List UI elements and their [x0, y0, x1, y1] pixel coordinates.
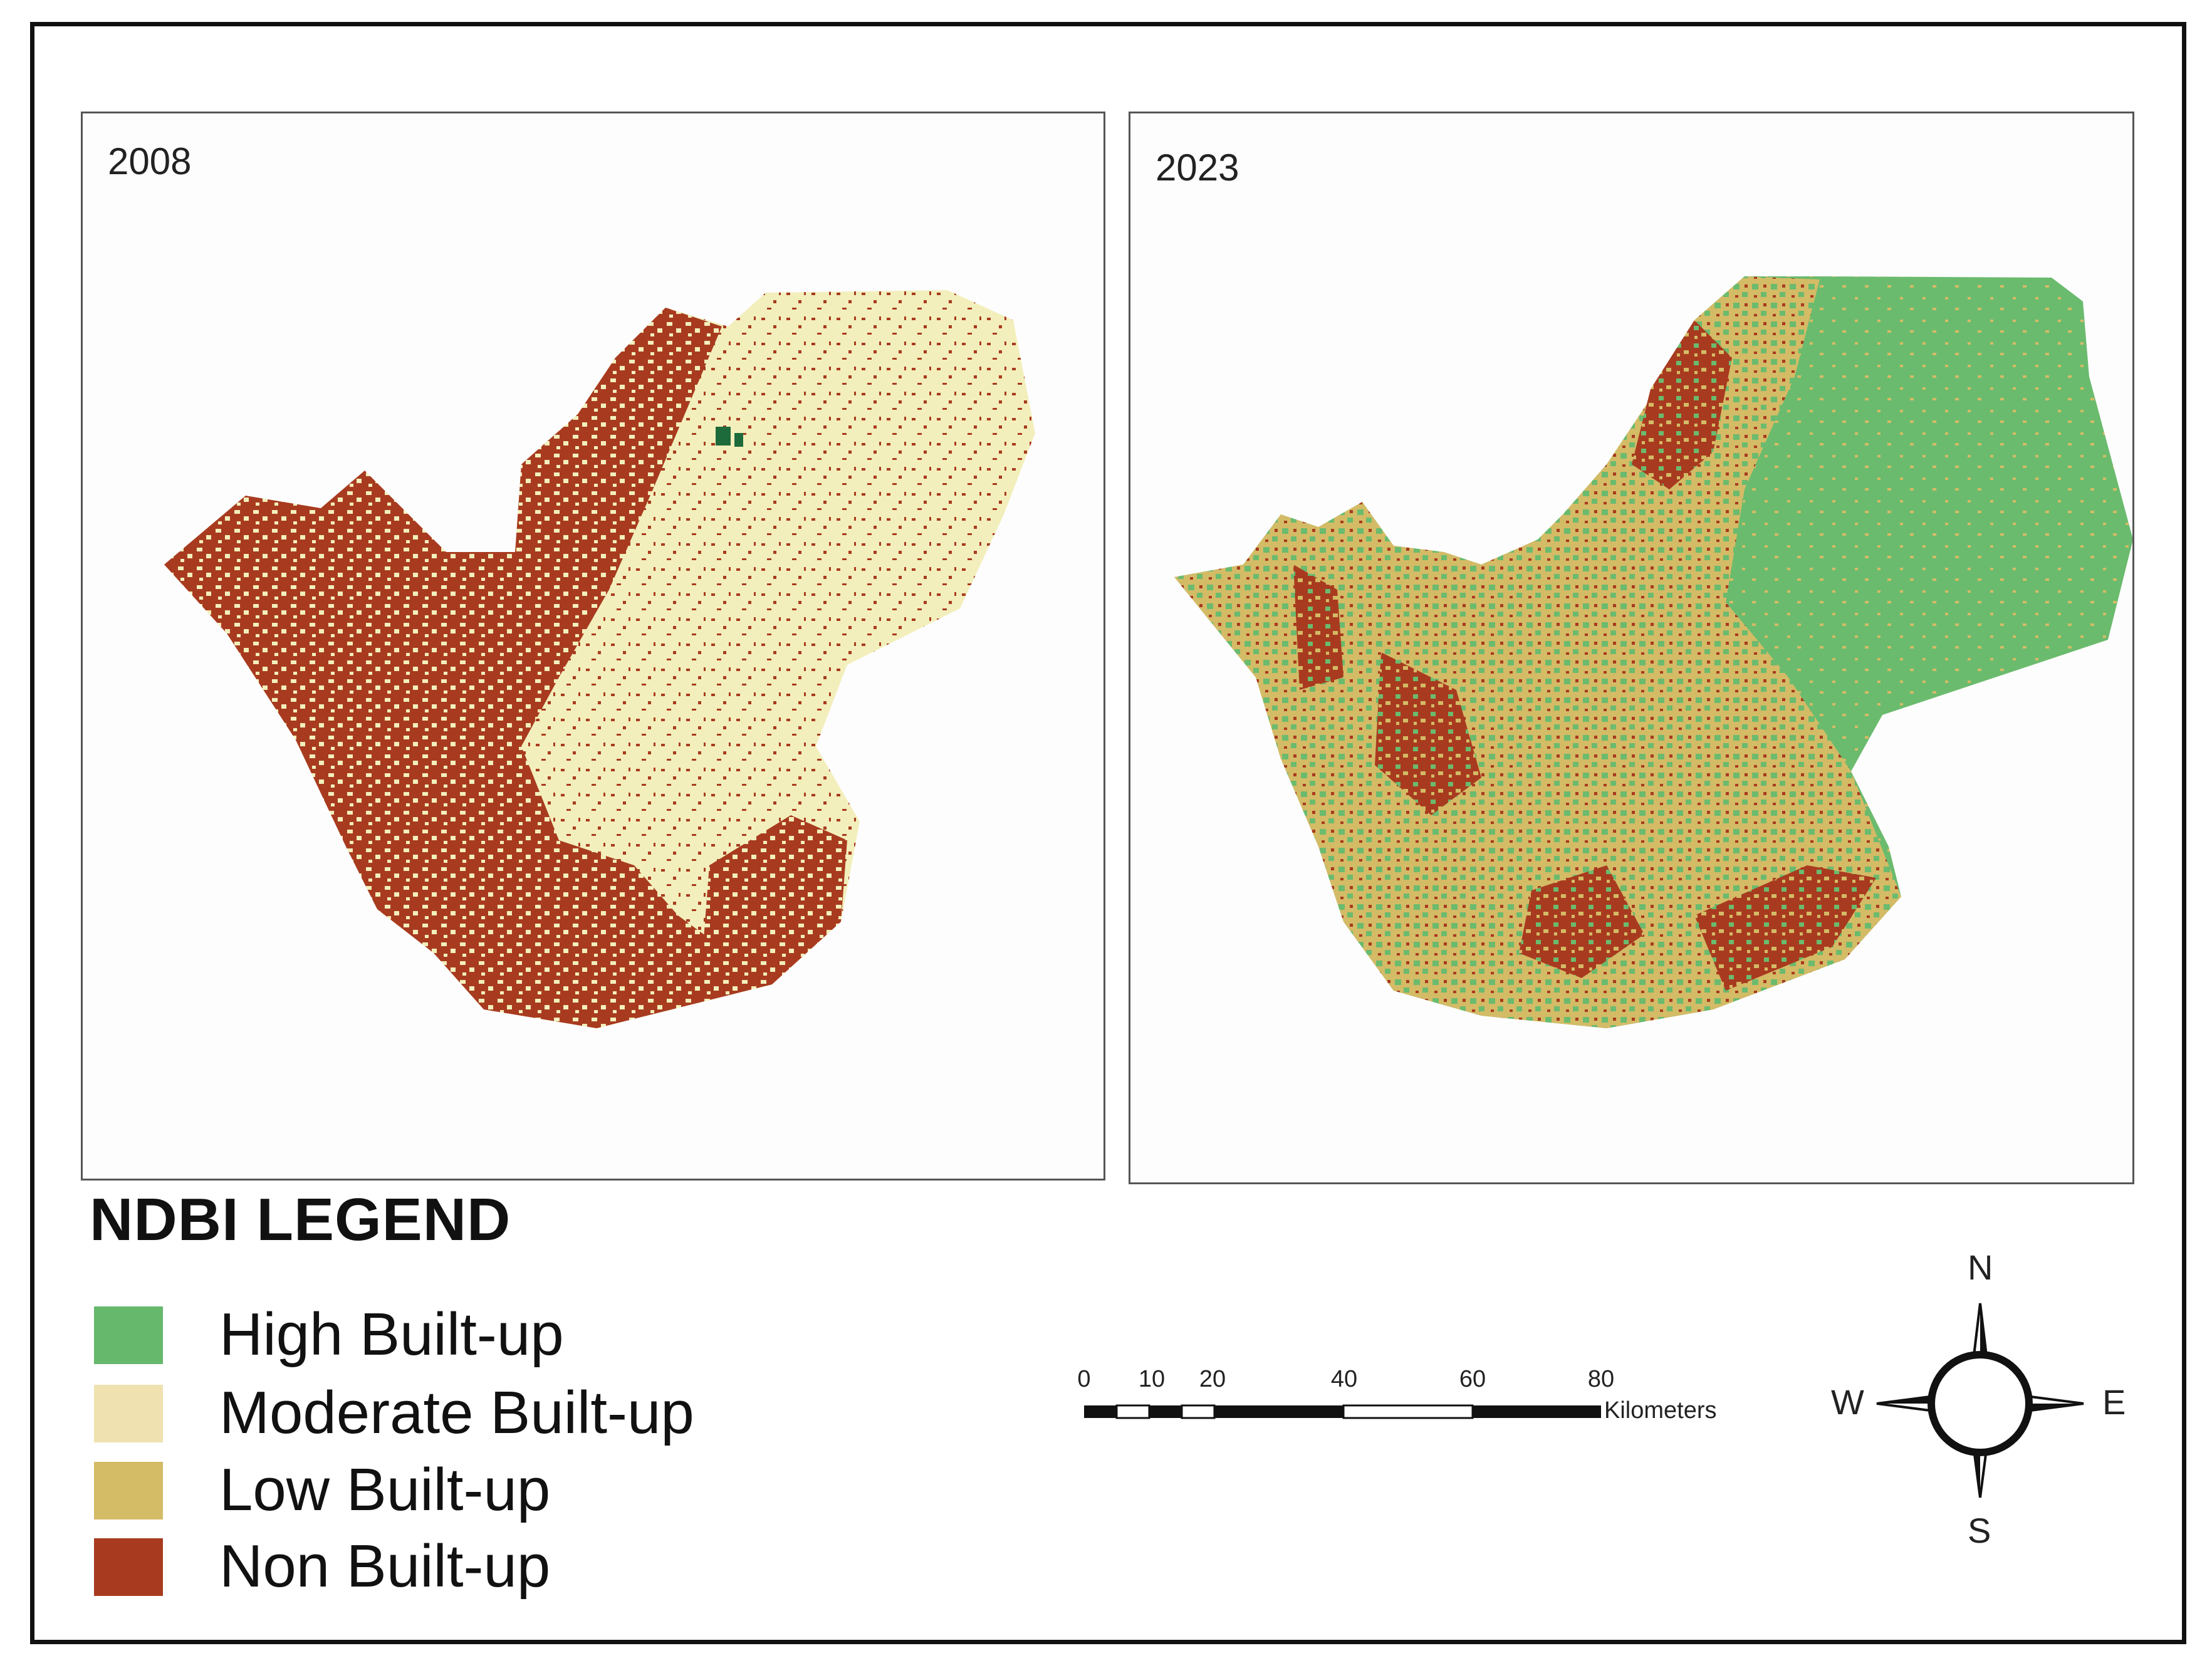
map-2008-raster [164, 290, 1035, 1028]
scale-tick-0: 0 [1077, 1366, 1091, 1392]
scale-tick-80: 80 [1587, 1366, 1615, 1392]
legend-label-high: High Built-up [219, 1301, 564, 1368]
scale-bar: 0 10 20 40 60 80 Kilometers [1065, 1366, 1755, 1435]
legend-swatch-high [94, 1306, 163, 1364]
north-arrow-compass: N S E W [1817, 1247, 2143, 1560]
scale-tick-20: 20 [1199, 1366, 1226, 1392]
compass-e-label: E [2102, 1382, 2126, 1422]
legend-label-low: Low Built-up [219, 1456, 551, 1523]
map-year-label-2008: 2008 [108, 140, 192, 182]
map-panel-2023: 2023 [1129, 112, 2134, 1184]
compass-n-label: N [1968, 1248, 1993, 1287]
scale-unit: Kilometers [1604, 1397, 1717, 1424]
scale-tick-40: 40 [1330, 1366, 1358, 1392]
legend-title: NDBI LEGEND [90, 1186, 511, 1253]
map-year-label-2023: 2023 [1156, 147, 1239, 189]
scale-bar-graphic [1084, 1404, 1601, 1419]
compass-s-label: S [1968, 1511, 1991, 1550]
scale-tick-60: 60 [1459, 1366, 1486, 1392]
map-panel-2008: 2008 [81, 112, 1105, 1181]
legend-label-moderate: Moderate Built-up [219, 1379, 694, 1446]
legend-swatch-moderate [94, 1385, 163, 1442]
map-2023-raster [1174, 276, 2132, 1028]
legend-swatch-low [94, 1462, 163, 1519]
compass-w-label: W [1831, 1382, 1864, 1422]
scale-tick-10: 10 [1138, 1366, 1166, 1392]
legend-swatch-non [94, 1538, 163, 1596]
legend-label-non: Non Built-up [219, 1533, 551, 1600]
compass-rose-icon [1876, 1303, 2084, 1498]
